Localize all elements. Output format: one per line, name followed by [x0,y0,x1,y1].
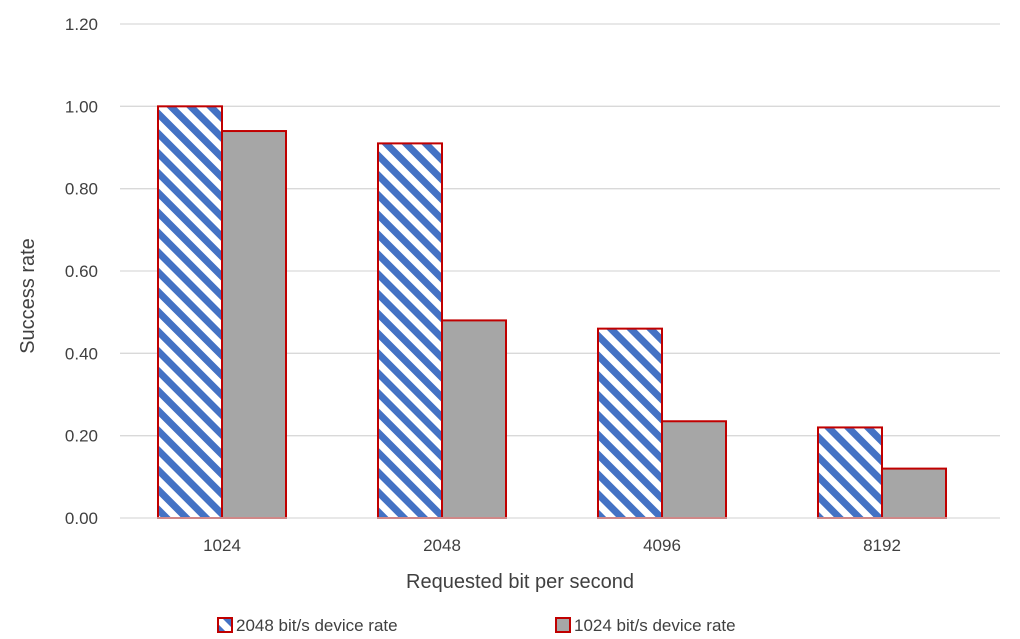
bars [157,105,947,520]
legend: 2048 bit/s device rate 1024 bit/s device … [217,616,736,635]
x-axis-ticks: 1024 2048 4096 8192 [203,536,901,555]
y-tick-label: 0.40 [65,344,98,363]
legend-swatch [555,617,571,633]
y-tick-label: 0.00 [65,509,98,528]
y-tick-label: 0.60 [65,262,98,281]
legend-label: 1024 bit/s device rate [574,616,736,635]
x-tick-label: 4096 [643,536,681,555]
legend-swatch [217,617,233,633]
y-axis-ticks: 0.00 0.20 0.40 0.60 0.80 1.00 1.20 [65,15,98,528]
bar-series-2048-2048 [377,142,443,519]
bar-series-1024-4096 [661,420,727,519]
x-tick-label: 8192 [863,536,901,555]
bar-series-1024-8192 [881,467,947,520]
bar-series-1024-2048 [441,319,507,519]
bar-series-2048-1024 [157,105,223,519]
x-tick-label: 1024 [203,536,241,555]
legend-label: 2048 bit/s device rate [236,616,398,635]
x-axis-title: Requested bit per second [406,571,634,593]
y-tick-label: 0.20 [65,427,98,446]
x-tick-label: 2048 [423,536,461,555]
bar-series-2048-8192 [817,426,883,519]
y-tick-label: 1.00 [65,97,98,116]
y-axis-title: Success rate [17,238,39,354]
y-tick-label: 0.80 [65,180,98,199]
bar-series-2048-4096 [597,327,663,519]
bar-series-1024-1024 [221,130,287,520]
y-tick-label: 1.20 [65,15,98,34]
